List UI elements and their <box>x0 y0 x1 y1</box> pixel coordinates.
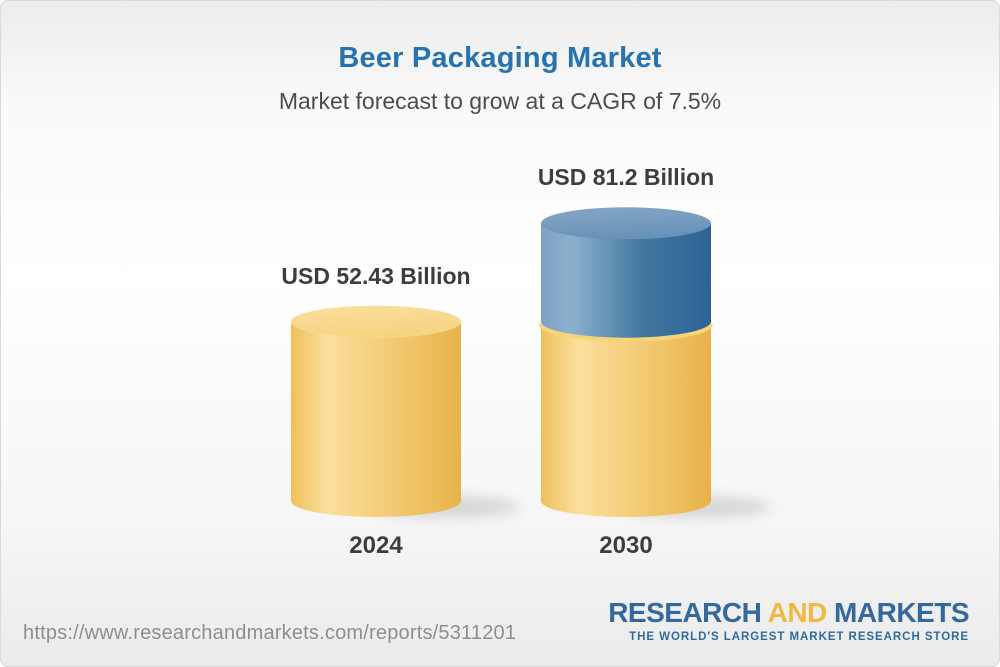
page-title: Beer Packaging Market <box>338 42 662 74</box>
bar-category-label-0: 2024 <box>349 532 403 559</box>
source-url: https://www.researchandmarkets.com/repor… <box>23 622 517 644</box>
cylinder-bars <box>291 207 770 518</box>
logo-word-and: AND <box>767 597 828 628</box>
logo-word-research: RESEARCH <box>608 597 762 628</box>
bar-value-label-1: USD 81.2 Billion <box>537 164 715 191</box>
page-subtitle: Market forecast to grow at a CAGR of 7.5… <box>278 88 722 114</box>
bar-category-label-1: 2030 <box>599 532 653 559</box>
logo-tagline: THE WORLD'S LARGEST MARKET RESEARCH STOR… <box>629 631 969 644</box>
logo-word-markets: MARKETS <box>834 597 969 628</box>
logo-wordmark: RESEARCH AND MARKETS <box>608 598 969 627</box>
research-and-markets-logo: RESEARCH AND MARKETS THE WORLD'S LARGEST… <box>608 598 969 644</box>
bar-value-label-0: USD 52.43 Billion <box>281 262 471 289</box>
